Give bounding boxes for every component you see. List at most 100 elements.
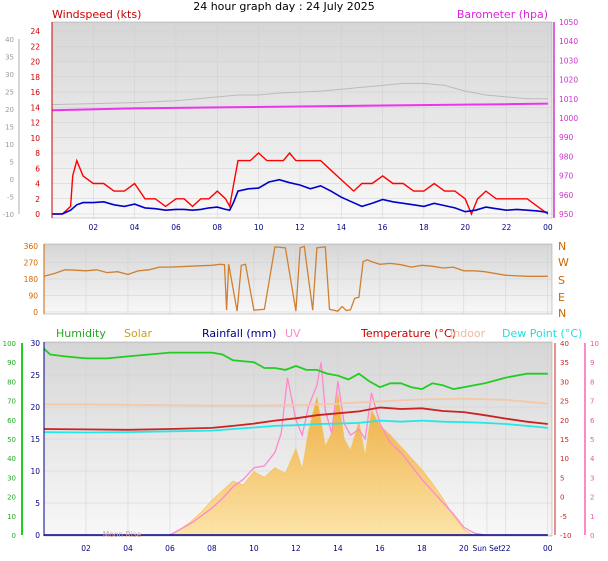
- x-tick-label: 14: [333, 544, 343, 553]
- series-barometer: [51, 102, 548, 112]
- humidity-tick-label: 100: [3, 340, 16, 348]
- series-windspeed: [52, 151, 549, 216]
- rain-tick-label: 0: [35, 531, 40, 540]
- far-left-tick-label: 20: [5, 106, 14, 114]
- windspeed-tick-label: 2: [35, 195, 40, 204]
- x-tick-label: 12: [295, 223, 305, 232]
- x-tick-label: Sun Set: [472, 544, 501, 553]
- windspeed-legend: Windspeed (kts): [52, 8, 141, 21]
- compass-label: N: [558, 307, 566, 320]
- x-tick-label: 12: [291, 544, 301, 553]
- temperature-tick-label: -10: [560, 532, 571, 540]
- uv-tick-label: 4: [590, 455, 595, 463]
- climate-panel: 3025201510501009080706050403020100403530…: [3, 327, 599, 553]
- x-tick-label: 08: [213, 223, 223, 232]
- far-left-tick-label: 25: [5, 89, 14, 97]
- windspeed-tick-label: 6: [35, 164, 40, 173]
- far-left-tick-label: 40: [5, 36, 14, 44]
- barometer-tick-label: 990: [559, 133, 574, 142]
- far-left-tick-label: -10: [3, 211, 14, 219]
- rain-tick-label: 20: [30, 403, 40, 412]
- x-tick-label: 16: [378, 223, 388, 232]
- direction-tick-label: 360: [24, 242, 39, 251]
- rain-tick-label: 15: [30, 435, 40, 444]
- series-wind-direction: [43, 245, 548, 312]
- uv-tick-label: 6: [590, 417, 595, 425]
- far-left-tick-label: 10: [5, 141, 14, 149]
- series-indoor: [44, 397, 548, 407]
- direction-tick-label: 180: [24, 275, 39, 284]
- humidity-legend: Humidity: [56, 327, 106, 340]
- far-left-tick-label: -5: [7, 194, 14, 202]
- barometer-tick-label: 1050: [559, 18, 578, 27]
- series-temperature: [43, 406, 548, 431]
- climate-series: [43, 348, 548, 536]
- temperature-tick-label: 0: [560, 494, 564, 502]
- windspeed-tick-label: 12: [30, 119, 40, 128]
- rain-tick-label: 30: [30, 339, 40, 348]
- barometer-tick-label: 970: [559, 172, 574, 181]
- temperature-tick-label: 40: [560, 340, 569, 348]
- barometer-legend: Barometer (hpa): [457, 8, 548, 21]
- barometer-tick-label: 960: [559, 191, 574, 200]
- uv-tick-label: 3: [590, 474, 594, 482]
- uv-tick-label: 8: [590, 378, 594, 386]
- uv-tick-label: 5: [590, 436, 594, 444]
- barometer-tick-label: 1040: [559, 37, 578, 46]
- x-tick-label: 18: [417, 544, 427, 553]
- x-tick-label: 20: [460, 223, 470, 232]
- temperature-tick-label: 15: [560, 436, 569, 444]
- rain-tick-label: 25: [30, 371, 40, 380]
- wind-baro-panel: 2422201816141210864204035302520151050-5-…: [3, 8, 579, 232]
- humidity-tick-label: 10: [7, 513, 16, 521]
- indoor-legend: Indoor: [450, 327, 486, 340]
- x-tick-label: 20: [459, 544, 469, 553]
- x-tick-label: 22: [501, 544, 511, 553]
- series-dew-point: [43, 419, 548, 434]
- temperature-tick-label: 5: [560, 474, 564, 482]
- windspeed-tick-label: 14: [30, 103, 40, 112]
- x-tick-label: 18: [419, 223, 429, 232]
- temperature-tick-label: 35: [560, 359, 569, 367]
- windspeed-tick-label: 24: [30, 27, 40, 36]
- x-tick-label: 04: [130, 223, 140, 232]
- direction-grid: [44, 244, 552, 314]
- windspeed-tick-label: 22: [30, 42, 40, 51]
- windspeed-tick-label: 18: [30, 73, 40, 82]
- barometer-tick-label: 1000: [559, 114, 578, 123]
- direction-tick-label: 0: [33, 308, 38, 317]
- x-tick-label: 14: [336, 223, 346, 232]
- temperature-tick-label: 10: [560, 455, 569, 463]
- series-barometer-trace: [51, 82, 548, 106]
- temperature-tick-label: 30: [560, 378, 569, 386]
- barometer-tick-label: 980: [559, 152, 574, 161]
- x-tick-label: 16: [375, 544, 385, 553]
- temperature-tick-label: 20: [560, 417, 569, 425]
- direction-tick-label: 270: [24, 259, 39, 268]
- annotation-label: Moon Rise: [103, 530, 142, 539]
- far-left-tick-label: 15: [5, 124, 14, 132]
- compass-label: W: [558, 256, 569, 269]
- far-left-tick-label: 35: [5, 54, 14, 62]
- uv-legend: UV: [285, 327, 301, 340]
- uv-tick-label: 0: [590, 532, 594, 540]
- wind-baro-series: [51, 82, 549, 216]
- rain-tick-label: 5: [35, 499, 40, 508]
- humidity-tick-label: 80: [7, 378, 16, 386]
- uv-tick-label: 1: [590, 513, 594, 521]
- humidity-tick-label: 90: [7, 359, 16, 367]
- uv-tick-label: 2: [590, 494, 594, 502]
- windspeed-tick-label: 4: [35, 180, 40, 189]
- far-left-tick-label: 0: [10, 176, 14, 184]
- humidity-tick-label: 60: [7, 417, 16, 425]
- x-tick-label: 10: [249, 544, 259, 553]
- x-tick-label: 06: [165, 544, 175, 553]
- uv-tick-label: 7: [590, 398, 594, 406]
- barometer-tick-label: 1010: [559, 95, 578, 104]
- rainfall-legend: Rainfall (mm): [202, 327, 276, 340]
- temperature-tick-label: -5: [560, 513, 567, 521]
- x-tick-label: 02: [81, 544, 91, 553]
- windspeed-tick-label: 20: [30, 58, 40, 67]
